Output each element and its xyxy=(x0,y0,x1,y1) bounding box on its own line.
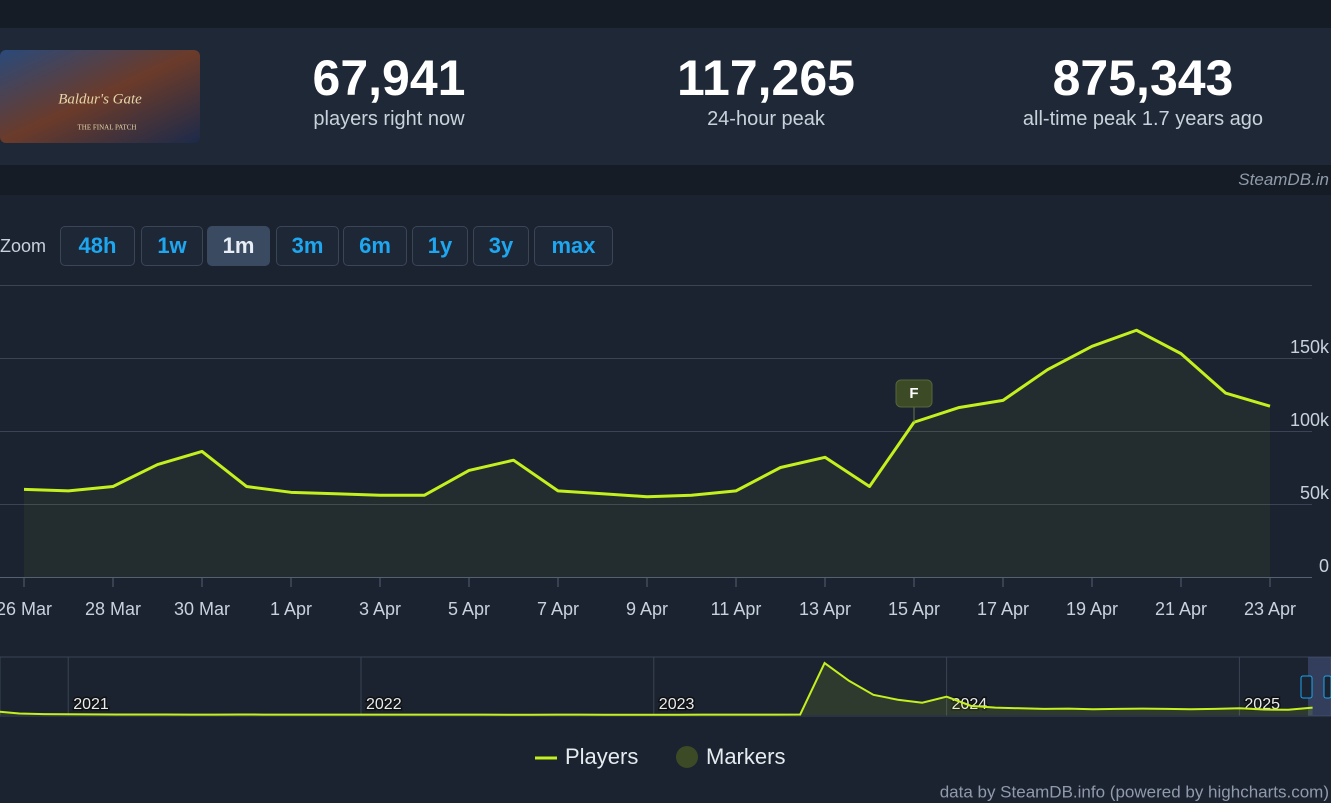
navigator-handle[interactable] xyxy=(1300,675,1313,699)
x-tick-label: 19 Apr xyxy=(1066,599,1118,619)
x-tick-label: 30 Mar xyxy=(174,599,230,619)
zoom-button[interactable]: 6m xyxy=(343,226,407,266)
chart: Players Markers data by SteamDB.info (po… xyxy=(0,285,1331,801)
stat-value: 117,265 xyxy=(677,50,855,106)
x-tick-label: 3 Apr xyxy=(359,599,401,619)
stat: 117,265 24-hour peak xyxy=(586,48,946,130)
area xyxy=(24,330,1270,577)
image-subtitle: THE FINAL PATCH xyxy=(78,124,137,132)
x-tick-label: 11 Apr xyxy=(711,599,762,619)
navigator-label: 2021 xyxy=(73,696,109,713)
zoom-button[interactable]: 3y xyxy=(473,226,529,266)
x-tick-label: 15 Apr xyxy=(888,599,940,619)
x-tick-label: 28 Mar xyxy=(85,599,141,619)
game-image: Baldur's Gate THE FINAL PATCH xyxy=(0,50,200,143)
stat-label: 24-hour peak xyxy=(707,108,825,130)
y-tick-label: 100k xyxy=(1290,410,1330,430)
navigator-area xyxy=(0,663,1313,715)
marker-label: F xyxy=(909,385,918,402)
zoom-button[interactable]: 1m xyxy=(207,226,270,266)
x-tick-label: 5 Apr xyxy=(448,599,490,619)
navigator-frame xyxy=(0,656,1331,717)
credit: data by SteamDB.info (powered by highcha… xyxy=(940,782,1329,801)
x-tick-label: 23 Apr xyxy=(1244,599,1296,619)
legend-label[interactable]: Markers xyxy=(706,744,785,769)
x-tick-label: 17 Apr xyxy=(977,599,1029,619)
top-bar xyxy=(0,0,1331,28)
zoom-button[interactable]: 48h xyxy=(60,226,135,266)
marker[interactable] xyxy=(895,379,933,408)
zoom-button[interactable]: max xyxy=(534,226,613,266)
x-tick-label: 26 Mar xyxy=(0,599,52,619)
image-title: Baldur's Gate xyxy=(58,91,142,107)
legend-marker xyxy=(676,746,698,768)
stat-value: 875,343 xyxy=(1052,50,1234,106)
brand: SteamDB.in xyxy=(1238,170,1329,189)
stat-label: players right now xyxy=(313,108,465,130)
y-tick-label: 50k xyxy=(1300,483,1330,503)
zoom-button[interactable]: 1w xyxy=(141,226,203,266)
stats-panel xyxy=(0,28,1331,165)
navigator-label: 2022 xyxy=(366,696,402,713)
stat-value: 67,941 xyxy=(312,50,466,106)
stat: 67,941 players right now xyxy=(209,48,569,130)
x-tick-label: 13 Apr xyxy=(799,599,851,619)
x-tick-label: 9 Apr xyxy=(626,599,668,619)
zoom-button[interactable]: 1y xyxy=(412,226,468,266)
x-tick-label: 7 Apr xyxy=(537,599,579,619)
navigator-handle[interactable] xyxy=(1323,675,1331,699)
stat-label: all-time peak 1.7 years ago xyxy=(1022,108,1264,130)
x-tick-label: 1 Apr xyxy=(270,599,312,619)
y-tick-label: 0 xyxy=(1319,556,1329,576)
navigator-selection xyxy=(1308,657,1331,716)
line xyxy=(23,328,1271,499)
stat: 875,343 all-time peak 1.7 years ago xyxy=(963,48,1323,130)
navigator-label: 2023 xyxy=(659,696,695,713)
legend-label[interactable]: Players xyxy=(565,744,638,769)
navigator-line xyxy=(0,661,1313,716)
zoom-button[interactable]: 3m xyxy=(276,226,339,266)
y-tick-label: 150k xyxy=(1290,337,1330,357)
image-bg xyxy=(0,50,200,143)
zoom-label: Zoom xyxy=(0,236,47,256)
x-tick-label: 21 Apr xyxy=(1155,599,1207,619)
brand-bar xyxy=(0,165,1331,195)
